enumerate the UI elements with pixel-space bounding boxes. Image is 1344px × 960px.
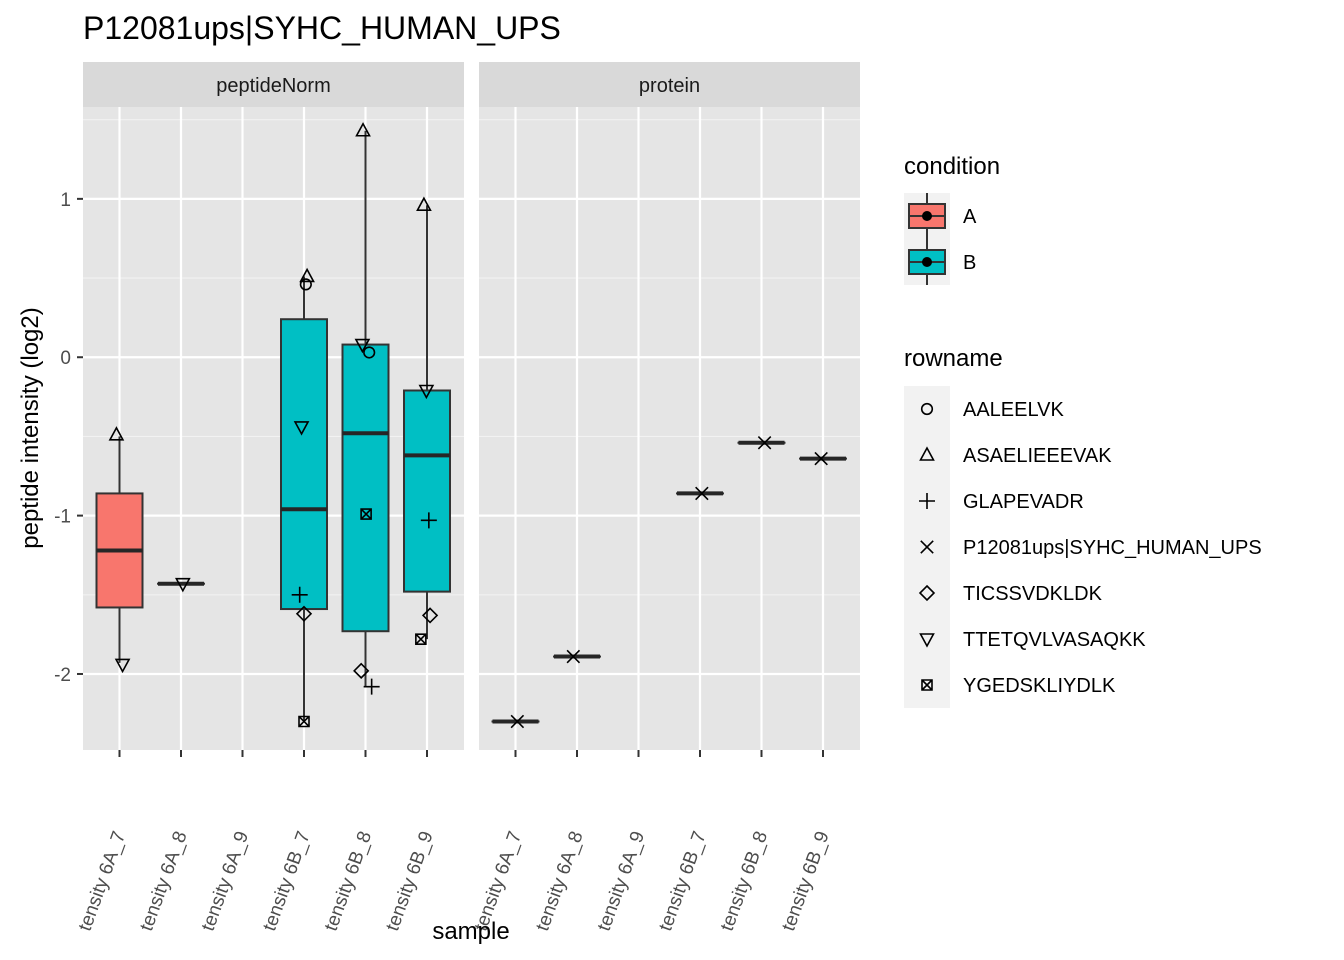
point-asaelieeevak bbox=[355, 122, 371, 137]
point-ygedskliydlk bbox=[360, 508, 372, 520]
point-ygedskliydlk bbox=[415, 633, 427, 645]
x-tick-label: tensity 6B_9 bbox=[382, 829, 438, 934]
point-ttetqvlvasaqkk bbox=[293, 421, 310, 436]
y-axis-title: peptide intensity (log2) bbox=[17, 307, 44, 548]
box-tensity 6B_9 bbox=[403, 205, 451, 640]
legend-key-point bbox=[922, 211, 932, 221]
legend-shape-cross bbox=[920, 540, 934, 554]
point-asaelieeevak bbox=[416, 196, 432, 211]
box-tensity 6B_7 bbox=[280, 276, 328, 722]
legend-rowname-label: TTETQVLVASAQKK bbox=[963, 629, 1146, 651]
legend-condition-item-B: B bbox=[904, 239, 976, 285]
y-axis: -2 -1 0 1 bbox=[54, 190, 83, 686]
legend-rowname-label: GLAPEVADR bbox=[963, 491, 1084, 513]
legend-rowname-item: AALEELVK bbox=[920, 399, 1064, 421]
x-tick-label: tensity 6B_7 bbox=[259, 829, 315, 934]
point-glapevadr bbox=[420, 512, 437, 529]
x-tick-label: tensity 6A_8 bbox=[136, 829, 192, 934]
box-body bbox=[341, 343, 390, 633]
legend-rowname-label: ASAELIEEEVAK bbox=[963, 445, 1112, 467]
legend-rowname-item: TTETQVLVASAQKK bbox=[919, 629, 1146, 651]
facet-strip-label: peptideNorm bbox=[216, 75, 331, 97]
y-tick-label: 1 bbox=[60, 190, 71, 211]
legend-shape-plus bbox=[919, 493, 935, 509]
x-tick-label: tensity 6B_8 bbox=[321, 829, 377, 934]
legend-rowname-title: rowname bbox=[904, 345, 1003, 372]
point-ttetqvlvasaqkk bbox=[418, 384, 435, 400]
point-aaleelvk bbox=[299, 278, 312, 291]
point-ticssvdkldk bbox=[295, 605, 313, 622]
chart-title: P12081ups|SYHC_HUMAN_UPS bbox=[83, 10, 561, 46]
point-p12081ups-syhc-human-ups bbox=[814, 451, 828, 466]
legend-rowname-label: TICSSVDKLDK bbox=[963, 583, 1103, 605]
point-p12081ups-syhc-human-ups bbox=[566, 649, 581, 664]
legend-rowname-label: P12081ups|SYHC_HUMAN_UPS bbox=[963, 537, 1262, 559]
facet-panels: peptideNorm protein bbox=[83, 62, 860, 750]
point-p12081ups-syhc-human-ups bbox=[757, 435, 772, 450]
legend-rowname-label: AALEELVK bbox=[963, 399, 1064, 421]
legend-condition: condition A B bbox=[904, 153, 1000, 285]
point-glapevadr bbox=[291, 586, 308, 603]
box-body bbox=[280, 318, 328, 611]
box-tensity 6B_8 bbox=[341, 130, 390, 687]
x-tick-label: tensity 6A_9 bbox=[198, 829, 254, 934]
legend-rowname-item: ASAELIEEEVAK bbox=[919, 445, 1112, 467]
legend-condition-title: condition bbox=[904, 153, 1000, 180]
y-tick-label: -2 bbox=[54, 665, 71, 686]
legend-rowname-item: YGEDSKLIYDLK bbox=[921, 675, 1116, 697]
facet-panel-protein: protein bbox=[479, 62, 860, 750]
legend-shape-triangle-down bbox=[919, 633, 935, 648]
box-tensity 6A_7 bbox=[95, 436, 144, 663]
point-ticssvdkldk bbox=[421, 607, 439, 624]
point-p12081ups-syhc-human-ups bbox=[510, 714, 525, 729]
x-axis: tensity 6A_7 tensity 6A_8 tensity 6A_9 tens… bbox=[75, 750, 834, 934]
point-p12081ups-syhc-human-ups bbox=[695, 486, 709, 501]
point-aaleelvk bbox=[363, 346, 376, 359]
point-ttetqvlvasaqkk bbox=[354, 338, 371, 354]
facet-strip bbox=[479, 62, 860, 107]
x-tick-label: tensity 6B_7 bbox=[655, 829, 711, 934]
point-asaelieeevak bbox=[108, 426, 125, 441]
x-tick-label: tensity 6A_9 bbox=[594, 829, 650, 934]
legend-condition-label: B bbox=[963, 252, 976, 274]
box-body bbox=[403, 389, 451, 593]
facet-strip-label: protein bbox=[639, 75, 700, 97]
legend-rowname-item: GLAPEVADR bbox=[919, 491, 1084, 513]
legend-condition-label: A bbox=[963, 206, 977, 228]
panel-background bbox=[83, 107, 464, 750]
x-tick-label: tensity 6B_8 bbox=[717, 829, 773, 934]
legend-shape-circle bbox=[920, 402, 934, 416]
y-tick-label: 0 bbox=[60, 348, 71, 369]
facet-strip bbox=[83, 62, 464, 107]
y-tick-label: -1 bbox=[54, 507, 71, 528]
legend-shape-diamond bbox=[918, 584, 936, 602]
panel-background bbox=[479, 107, 860, 750]
legend-key-point bbox=[922, 257, 932, 267]
point-ttetqvlvasaqkk bbox=[175, 577, 191, 593]
x-tick-label: tensity 6A_8 bbox=[532, 829, 588, 934]
legend-shape-square-cross bbox=[921, 679, 933, 691]
legend-shape-triangle bbox=[919, 446, 935, 461]
legend-condition-item-A: A bbox=[904, 193, 977, 239]
point-asaelieeevak bbox=[299, 267, 315, 283]
x-tick-label: tensity 6B_9 bbox=[778, 829, 834, 934]
legend-rowname-label: YGEDSKLIYDLK bbox=[963, 675, 1116, 697]
x-axis-title: sample bbox=[432, 918, 509, 945]
facet-panel-peptideNorm: peptideNorm bbox=[83, 62, 464, 750]
point-glapevadr bbox=[363, 678, 380, 695]
point-ticssvdkldk bbox=[353, 662, 370, 679]
point-ygedskliydlk bbox=[298, 715, 310, 728]
x-tick-label: tensity 6A_7 bbox=[75, 829, 131, 934]
legend-rowname-item: TICSSVDKLDK bbox=[918, 583, 1103, 605]
legend-rowname: rowname AALEELVK ASAELIEEEVAK GLAPEVADR P120… bbox=[904, 345, 1262, 708]
point-ttetqvlvasaqkk bbox=[114, 658, 131, 674]
legend-rowname-item: P12081ups|SYHC_HUMAN_UPS bbox=[920, 537, 1262, 559]
